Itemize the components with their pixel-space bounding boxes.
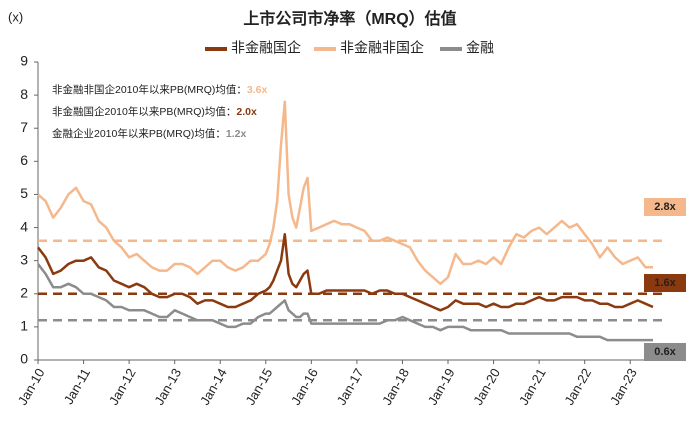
series-line — [37, 263, 653, 342]
end-label: 1.6x — [654, 277, 676, 289]
x-tick-label: Jan-13 — [151, 366, 184, 408]
annotation-text: 非金融国企2010年以来PB(MRQ)均值： — [52, 105, 236, 118]
end-label-box — [644, 198, 686, 216]
x-tick-label: Jan-17 — [334, 366, 367, 408]
y-tick-label: 8 — [20, 86, 28, 102]
chart-title: 上市公司市净率（MRQ）估值 — [243, 9, 456, 28]
x-tick-label: Jan-18 — [379, 366, 412, 408]
series-line — [37, 100, 653, 286]
x-tick-label: Jan-11 — [61, 366, 93, 407]
y-tick-label: 3 — [20, 251, 28, 267]
x-tick-label: Jan-19 — [425, 366, 458, 408]
annotation-value: 1.2x — [226, 128, 247, 140]
end-label-box — [644, 343, 686, 361]
annotation-text: 非金融非国企2010年以来PB(MRQ)均值： — [52, 83, 247, 96]
annotation: 非金融非国企2010年以来PB(MRQ)均值：3.6x — [52, 83, 267, 96]
y-tick-label: 6 — [20, 152, 28, 168]
annotation: 金融企业2010年以来PB(MRQ)均值：1.2x — [52, 127, 246, 140]
annotation: 非金融国企2010年以来PB(MRQ)均值：2.0x — [52, 105, 257, 118]
x-tick-label: Jan-22 — [561, 366, 594, 408]
legend-label: 金融 — [466, 40, 494, 56]
annotation-text: 金融企业2010年以来PB(MRQ)均值： — [52, 127, 226, 140]
legend-label: 非金融国企 — [231, 40, 301, 56]
x-tick-label: Jan-15 — [242, 366, 275, 408]
y-axis-label: (x) — [8, 9, 23, 24]
end-label: 2.8x — [654, 201, 676, 213]
x-tick-label: Jan-21 — [516, 366, 549, 408]
annotation-value: 2.0x — [236, 106, 257, 118]
y-tick-label: 9 — [20, 53, 28, 69]
x-tick-label: Jan-16 — [288, 366, 321, 408]
y-tick-label: 4 — [20, 218, 28, 234]
y-tick-label: 5 — [20, 185, 28, 201]
x-tick-label: Jan-10 — [15, 366, 48, 408]
x-tick-label: Jan-23 — [607, 366, 640, 408]
series-line — [37, 232, 654, 312]
y-tick-label: 1 — [20, 318, 28, 334]
x-tick-label: Jan-12 — [106, 366, 139, 408]
end-label: 0.6x — [654, 346, 676, 358]
y-tick-label: 7 — [20, 119, 28, 135]
y-tick-label: 0 — [20, 351, 28, 367]
x-tick-label: Jan-20 — [470, 366, 503, 408]
annotation-value: 3.6x — [247, 84, 268, 96]
y-tick-label: 2 — [20, 284, 28, 300]
end-label-box — [644, 274, 686, 292]
x-tick-label: Jan-14 — [197, 366, 230, 408]
legend-label: 非金融非国企 — [340, 40, 424, 56]
